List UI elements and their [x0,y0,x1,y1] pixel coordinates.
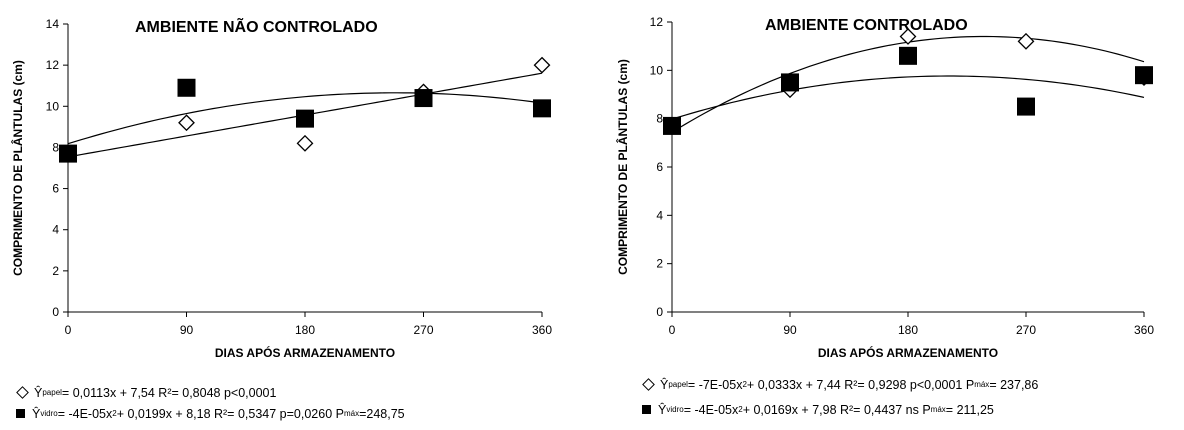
data-point-square [781,73,799,92]
data-point-square [59,144,77,163]
y-tick-label: 12 [650,15,664,29]
legend-y-symbol: Ŷ [660,377,669,392]
legend-superscript: 2 [738,405,743,414]
y-tick-label: 0 [656,305,663,319]
chart-title: AMBIENTE CONTROLADO [765,17,968,34]
x-tick-label: 360 [532,323,552,337]
legend-equation: = -4E-05x [683,402,739,417]
legend-superscript: 2 [112,409,117,418]
x-tick-label: 90 [783,323,797,337]
legend-pmax-subscript: máx [974,380,990,389]
legend-subscript: vidro [40,409,58,418]
x-tick-label: 0 [65,323,72,337]
x-axis-label: DIAS APÓS ARMAZENAMENTO [818,345,998,360]
x-tick-label: 180 [898,323,918,337]
legend-equation: = -4E-05x [57,406,113,421]
filled-square-icon [16,409,25,418]
legend-y-symbol: Ŷ [34,385,43,400]
data-point-diamond [296,134,314,152]
legend-superscript: 2 [742,380,747,389]
x-tick-label: 180 [295,323,315,337]
legend-subscript: papel [42,388,62,397]
legend-y-symbol: Ŷ [658,402,667,417]
trend-line-filled-square [67,92,543,145]
x-tick-label: 90 [180,323,194,337]
y-tick-label: 12 [46,58,60,72]
y-tick-label: 2 [656,257,663,271]
open-diamond-icon [642,378,655,391]
chart-title: AMBIENTE NÃO CONTROLADO [135,16,378,36]
data-point-square [177,78,196,97]
y-tick-label: 14 [46,17,60,31]
legend-equation: = -7E-05x [687,377,743,392]
y-axis-label: COMPRIMENTO DE PLÂNTULAS (cm) [615,59,630,275]
y-tick-label: 8 [656,112,663,126]
legend-equation-rest: + 0,0333x + 7,44 R²= 0,9298 p<0,0001 P [746,377,975,392]
legend-pmax-subscript: máx [343,409,360,418]
y-tick-label: 2 [52,264,59,278]
y-tick-label: 10 [650,63,664,77]
legend-pmax-value: = 211,25 [945,402,994,417]
y-tick-label: 8 [52,140,59,154]
legend-y-symbol: Ŷ [32,406,41,421]
legend-equation: = 0,0113x + 7,54 R²= 0,8048 p<0,0001 [61,385,277,400]
data-point-square [414,89,433,108]
y-tick-label: 6 [656,160,663,174]
data-point-square [1017,97,1035,116]
x-tick-label: 0 [669,323,676,337]
legend-pmax-value: =248,75 [359,406,405,421]
trend-line-filled-square [671,75,1145,120]
x-tick-label: 360 [1134,323,1154,337]
filled-square-icon [642,405,651,414]
x-tick-label: 270 [413,323,433,337]
legend-pmax-value: = 237,86 [989,377,1039,392]
data-point-diamond [533,56,551,74]
open-diamond-icon [16,386,29,399]
x-tick-label: 270 [1016,323,1036,337]
y-tick-label: 0 [52,305,59,319]
data-point-square [663,116,681,135]
legend-subscript: vidro [666,405,684,414]
data-point-square [899,46,917,65]
data-point-square [296,109,314,128]
data-point-square [533,99,551,118]
data-point-square [1135,66,1153,85]
y-tick-label: 4 [52,223,59,237]
legend-equation-rest: + 0,0199x + 8,18 R²= 0,5347 p=0,0260 P [116,406,344,421]
y-tick-label: 10 [46,99,60,113]
x-axis-label: DIAS APÓS ARMAZENAMENTO [215,345,395,360]
legend-pmax-subscript: máx [930,405,946,414]
data-point-diamond [899,28,917,45]
legend-subscript: papel [668,380,688,389]
data-point-diamond [178,114,195,132]
y-axis-label: COMPRIMENTO DE PLÂNTULAS (cm) [10,60,25,276]
y-tick-label: 6 [52,182,59,196]
legend-equation-rest: + 0,0169x + 7,98 R²= 0,4437 ns P [742,402,931,417]
data-point-diamond [1017,32,1035,50]
y-tick-label: 4 [656,208,663,222]
